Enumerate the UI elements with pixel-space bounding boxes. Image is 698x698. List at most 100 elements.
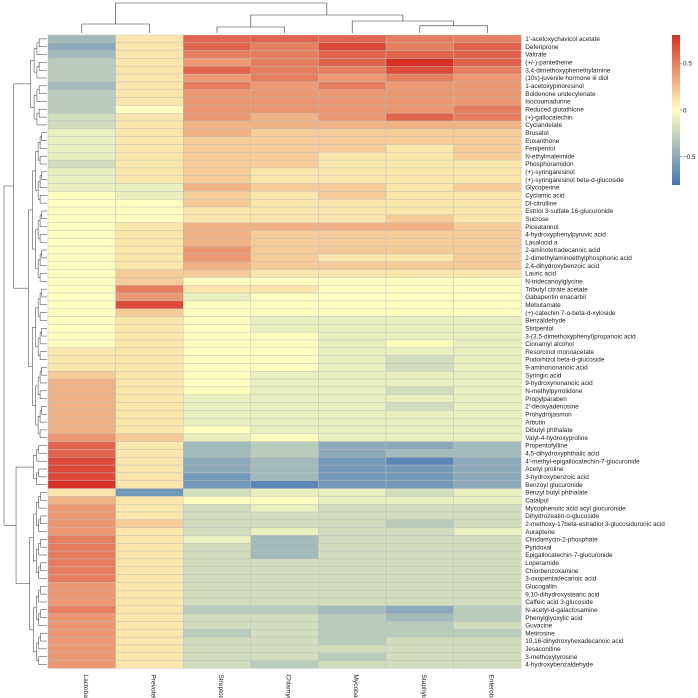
row-label: Podorhizol beta-d-glucoside [525,357,605,364]
heatmap-cell [250,167,319,176]
heatmap-cell [182,355,251,364]
heatmap-cell [115,42,184,51]
heatmap-cell [318,449,387,458]
heatmap-cell [250,73,319,83]
row-label: (+)-catechin 7-o-beta-d-xyloside [525,310,616,317]
heatmap-cell [182,410,251,419]
heatmap-cell [385,159,454,169]
heatmap-cell [250,417,319,427]
heatmap-cell [385,621,454,630]
row-label: Prohydrojasmon [525,411,572,418]
heatmap-cell [453,449,522,458]
heatmap-cell [453,292,522,302]
row-label: Catalpol [525,497,548,504]
dendrogram-link [35,229,39,269]
heatmap-cell [182,464,251,474]
row-label: Deferiprone [525,44,559,51]
heatmap-cell [182,472,251,481]
heatmap-cell [250,425,319,435]
heatmap-cell [453,261,522,270]
heatmap-cell [385,292,454,302]
heatmap-cell [453,253,522,262]
heatmap-cell [453,277,522,286]
heatmap-cell [318,582,387,591]
heatmap-cell [385,433,454,442]
heatmap-cell [182,605,251,614]
heatmap-cell [182,621,251,630]
heatmap-cell [47,480,116,489]
dendrogram-link [30,60,35,108]
heatmap-cell [385,331,454,341]
column-labels: Lactobacillus Prevotella Streptococcus Chla… [82,674,495,698]
heatmap-cell [318,50,387,59]
heatmap-cell [318,410,387,419]
row-label: Arbutin [525,419,546,426]
heatmap-cell [385,488,454,497]
heatmap-cell [115,480,184,489]
heatmap-cell [318,253,387,262]
heatmap-cell [115,183,184,192]
heatmap-cell [318,128,387,137]
heatmap-cell [182,144,251,153]
heatmap-cell [385,136,454,145]
heatmap-cell [318,621,387,630]
heatmap-cell [453,543,522,552]
heatmap-cell [47,582,116,591]
row-label: Cyclandelate [525,122,562,129]
heatmap-cell [250,42,319,51]
heatmap-cell [453,316,522,325]
heatmap-cell [115,300,184,309]
heatmap-cell [250,191,319,200]
heatmap-cell [453,558,522,567]
heatmap-cell [115,253,184,262]
heatmap-cell [250,206,319,216]
heatmap-cell [385,402,454,411]
dendrogram-link [13,83,31,289]
heatmap-cell [318,550,387,560]
heatmap-cell [182,238,251,247]
heatmap-cell [318,558,387,567]
heatmap-cell [250,214,319,223]
heatmap-cell [182,222,251,231]
row-label: Phenylglyoxylic acid [525,615,583,622]
heatmap-cell [318,402,387,411]
heatmap-cell [47,300,116,309]
heatmap-cell [182,34,251,44]
heatmap-cell [453,355,522,364]
row-label: Reduced glutathione [525,106,584,113]
dendrogram-link [216,26,285,33]
heatmap-cell [250,105,319,114]
heatmap-cell [250,543,319,552]
heatmap-cell [47,42,116,51]
heatmap-cell [250,144,319,153]
heatmap-cell [385,34,454,44]
heatmap-cell [318,629,387,638]
heatmap-cell [47,50,116,59]
heatmap-cell [250,582,319,591]
heatmap-cell [453,144,522,153]
heatmap-cell [318,386,387,395]
dendrogram-link [39,273,47,282]
heatmap-cell [182,363,251,372]
heatmap-cell [318,105,387,114]
heatmap-cell [453,535,522,544]
heatmap-cell [250,363,319,372]
heatmap-cell [182,636,251,646]
heatmap-cell [47,417,116,427]
heatmap-cell [182,417,251,427]
row-label: 3-oxopentadecanoic acid [525,576,597,583]
heatmap-cell [453,152,522,161]
heatmap-cell [385,167,454,176]
heatmap-cell [385,144,454,153]
dendrogram-link [33,607,37,653]
row-label: Stiripentol [525,325,553,332]
heatmap-cell [115,152,184,161]
heatmap-cell [453,511,522,521]
heatmap-cell [47,316,116,325]
dendrogram-link [33,455,37,480]
heatmap-cell [115,543,184,552]
heatmap-cell [318,261,387,270]
heatmap-cell [318,394,387,403]
dendrogram-link [39,155,47,165]
heatmap-cell [47,355,116,364]
